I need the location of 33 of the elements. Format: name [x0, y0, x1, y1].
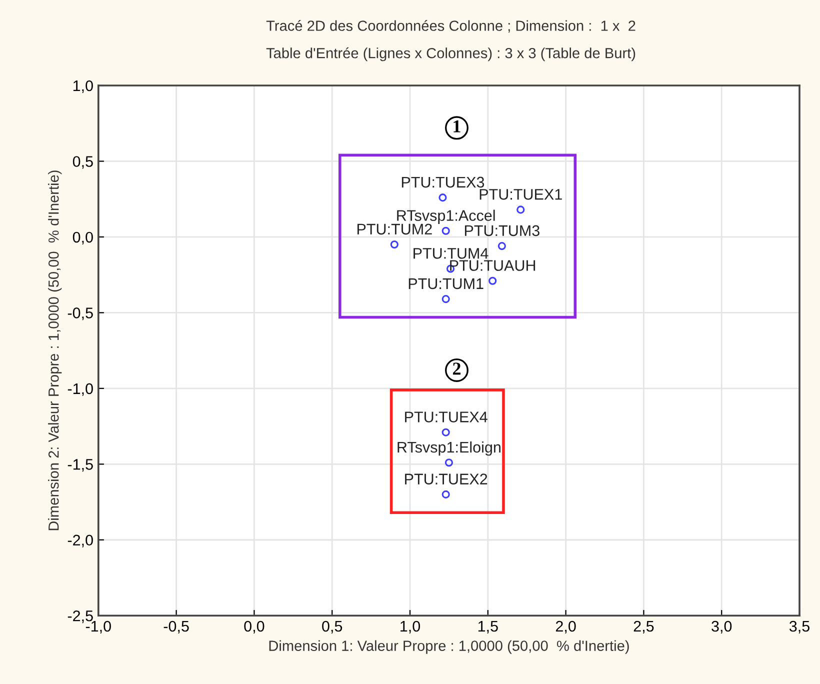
x-tick-label: 3,5 [789, 620, 810, 634]
annotation: RTsvsp1:Accel [397, 210, 495, 224]
y-tick-label: 1,0 [73, 80, 93, 93]
annotation: PTU:TUM3 [464, 225, 540, 236]
x-axis-title: Dimension 1: Valeur Propre : 1,0000 (50,00 % d'Inertie) [269, 640, 629, 654]
y-tick-label: -0,5 [68, 308, 93, 320]
x-tick-label: -0,5 [164, 620, 189, 634]
y-tick-label: 0,5 [72, 156, 93, 169]
y-axis-title: Dimension 2: Valeur Propre : 1,0000 (50,00 % d'Inertie) [48, 170, 62, 530]
chart-subtitle: Table d'Entrée (Lignes x Colonnes) : 3 x 3 (Table de Burt) [266, 47, 636, 62]
x-tick-label: 0,5 [322, 620, 342, 634]
annotation: PTU:TUEX3 [402, 176, 484, 188]
annotation: 1 [454, 120, 460, 132]
y-tick-label: -1,5 [68, 459, 93, 472]
annotation: RTsvsp1:Eloign [398, 441, 500, 456]
annotation: PTU:TUEX4 [405, 412, 488, 422]
annotation: PTU:TUM2 [357, 224, 432, 235]
x-tick-label: 3,0 [712, 620, 732, 634]
x-tick-label: 2,5 [634, 620, 654, 634]
x-tick-label: 1,5 [478, 621, 498, 634]
y-tick-label: 0,0 [72, 232, 93, 244]
annotation: PTU:TUAUH [450, 260, 536, 271]
annotation: PTU:TUM1 [408, 278, 484, 290]
x-tick-label: 1,0 [400, 620, 420, 634]
x-tick-label: 2,0 [556, 620, 576, 634]
annotation: PTU:TUEX1 [480, 189, 562, 200]
annotation: 2 [452, 362, 460, 375]
y-tick-label: -2,0 [68, 534, 93, 548]
annotation: PTU:TUEX2 [405, 474, 488, 484]
chart-title: Tracé 2D des Coordonnées Colonne ; Dimension : 1 x 2 [266, 20, 636, 33]
x-tick-label: 0,0 [244, 620, 264, 634]
y-tick-label: -1,0 [68, 383, 93, 396]
annotation: PTU:TUM4 [414, 248, 488, 259]
